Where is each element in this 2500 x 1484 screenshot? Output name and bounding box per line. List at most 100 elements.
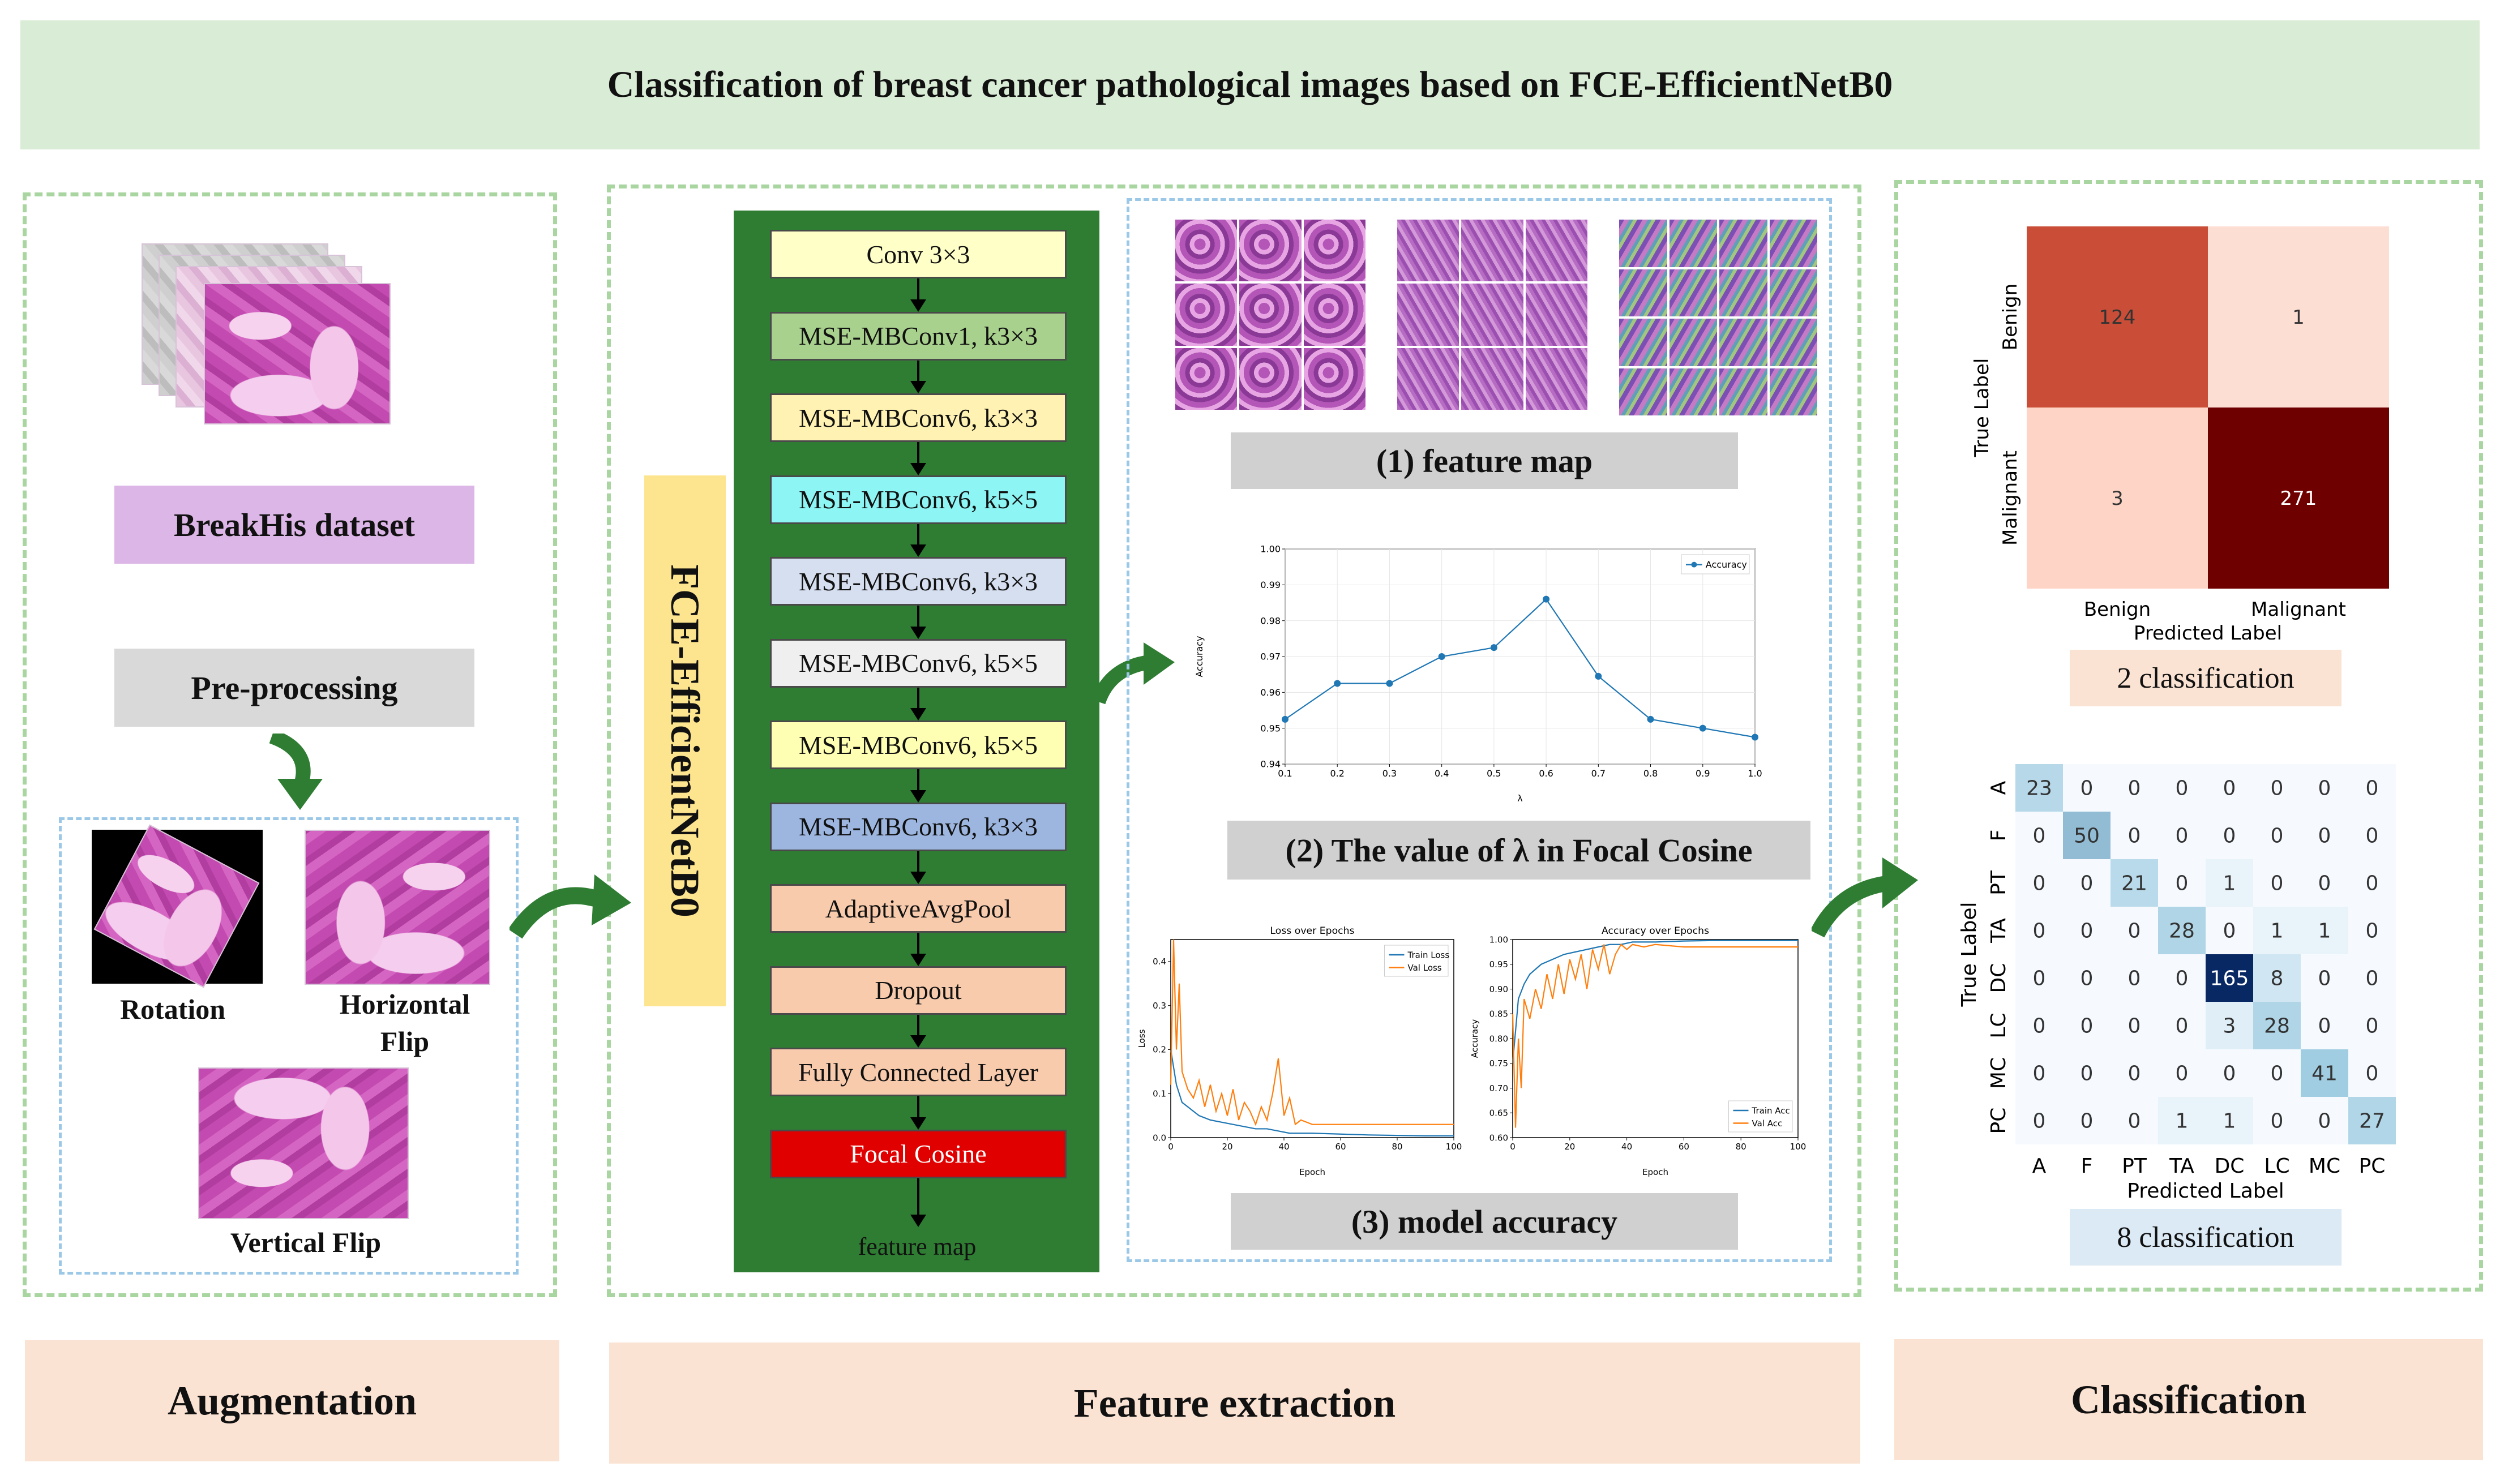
multiclass-confusion-matrix: 23 0 0 0 0 0 0 0 0 50 0 0 0 0 0 0 0 0 21 0 1 0 0 0 0 0 0 28 0 1 1 0 0 0 0 0… (1959, 764, 2396, 1203)
y-tick-label: 0.2 (1153, 1045, 1166, 1055)
chart-title: Loss over Epochs (1270, 925, 1354, 937)
flow-arrow-icon (1812, 857, 1918, 938)
arrow-down-icon (910, 381, 926, 393)
cell-value: 0 (2366, 920, 2379, 943)
multiclass-classification-label: 8 classification (2070, 1209, 2341, 1266)
rotation-image (92, 824, 263, 988)
feature-map-tile (1524, 346, 1589, 411)
x-tick-label: 1.0 (1748, 768, 1762, 779)
cell-value: 0 (2176, 1015, 2189, 1038)
layer-connector (917, 1096, 919, 1118)
vertical-flip-label: Vertical Flip (230, 1226, 382, 1258)
y-axis-label: Accuracy (1470, 1019, 1480, 1058)
cell-value: 271 (2280, 487, 2317, 510)
data-point (1752, 734, 1758, 741)
x-tick-label: 0.1 (1278, 768, 1292, 779)
matrix-cell (2208, 226, 2389, 408)
x-tick-label: PT (2122, 1155, 2147, 1178)
series-line (1285, 598, 1756, 738)
data-point (1334, 680, 1341, 687)
cell-value: 0 (2081, 777, 2094, 800)
data-point (1282, 715, 1288, 723)
layer-connector (917, 606, 919, 628)
horizontal-flip-label: Horizontal Flip (339, 988, 470, 1057)
cell-value: 21 (2121, 872, 2147, 895)
x-tick-label: 0.7 (1591, 768, 1606, 779)
cell-value: 0 (2033, 1110, 2046, 1133)
y-axis-label: Accuracy (1195, 636, 1205, 677)
classification-panel (1894, 180, 2483, 1292)
matrix-cell (2158, 1002, 2206, 1049)
network-layer: Conv 3×3 (770, 230, 1067, 278)
data-point (1595, 672, 1602, 680)
cell-value: 50 (2074, 825, 2100, 848)
feature-map-tile (1460, 218, 1525, 283)
layer-connector (917, 687, 919, 709)
x-tick-label: 0.8 (1643, 768, 1658, 779)
cell-value: 0 (2176, 825, 2189, 848)
network-layer: Focal Cosine (770, 1129, 1067, 1178)
cell-value: 1 (2176, 1110, 2189, 1133)
data-point (1647, 715, 1654, 723)
feature-map-tile (1718, 218, 1769, 268)
cell-value: 0 (2128, 1015, 2141, 1038)
feature-map-tile (1460, 346, 1525, 411)
x-axis-label: Epoch (1299, 1167, 1325, 1177)
y-tick-label: 0.99 (1260, 580, 1281, 590)
x-tick-label: 0 (1168, 1142, 1174, 1152)
matrix-cell (2253, 1097, 2301, 1144)
matrix-cell (2015, 1002, 2063, 1049)
matrix-cell (2301, 1002, 2348, 1049)
cell-value: 1 (2318, 920, 2331, 943)
feature-map-grid-1 (1174, 218, 1367, 411)
series-line (1512, 940, 1798, 1063)
feature-map-tile (1718, 367, 1769, 417)
matrix-cell (2253, 1002, 2301, 1049)
network-layer: MSE-MBConv6, k3×3 (770, 802, 1067, 851)
matrix-cell (2206, 954, 2253, 1002)
cell-value: 1 (2223, 872, 2236, 895)
matrix-cell (2015, 1049, 2063, 1097)
cell-value: 0 (2318, 967, 2331, 990)
matrix-cell (2301, 859, 2348, 907)
matrix-cell (2206, 1097, 2253, 1144)
feature-extraction-section-label: Feature extraction (609, 1343, 1860, 1464)
rotation-label: Rotation (119, 993, 226, 1025)
matrix-cell (2301, 812, 2348, 859)
matrix-cell (2158, 907, 2206, 954)
cell-value: 0 (2366, 872, 2379, 895)
binary-classification-label: 2 classification (2070, 650, 2341, 706)
cell-value: 0 (2366, 967, 2379, 990)
cell-value: 0 (2033, 920, 2046, 943)
x-tick-label: 0.3 (1382, 768, 1397, 779)
layer-connector (917, 360, 919, 382)
y-tick-label: 0.75 (1489, 1058, 1508, 1069)
matrix-cell (2027, 408, 2208, 589)
feature-map-tile (1618, 218, 1668, 268)
cell-value: 0 (2081, 967, 2094, 990)
cell-value: 0 (2176, 777, 2189, 800)
cell-value: 0 (2366, 777, 2379, 800)
matrix-cell (2158, 764, 2206, 812)
arrow-down-icon (910, 1215, 926, 1227)
series-line (1512, 943, 1798, 1128)
matrix-cell (2158, 1097, 2206, 1144)
matrix-cell (2063, 764, 2111, 812)
legend-marker (1691, 561, 1697, 568)
matrix-cell (2206, 1049, 2253, 1097)
arrow-down-icon (910, 1117, 926, 1130)
cell-value: 0 (2081, 872, 2094, 895)
classification-section-label: Classification (1894, 1339, 2483, 1460)
feature-map-tile (1174, 282, 1239, 347)
y-tick-label: PC (1987, 1108, 2010, 1134)
cell-value: 0 (2081, 1062, 2094, 1086)
cell-value: 0 (2318, 825, 2331, 848)
x-axis-label: Epoch (1642, 1167, 1668, 1177)
matrix-cell (2206, 764, 2253, 812)
y-tick-label: MC (1987, 1057, 2010, 1089)
feature-map-tile (1768, 268, 1818, 318)
feature-map-tile (1238, 346, 1303, 411)
network-layer: MSE-MBConv6, k5×5 (770, 720, 1067, 769)
matrix-cell (2063, 954, 2111, 1002)
dataset-image-stack (142, 243, 391, 424)
